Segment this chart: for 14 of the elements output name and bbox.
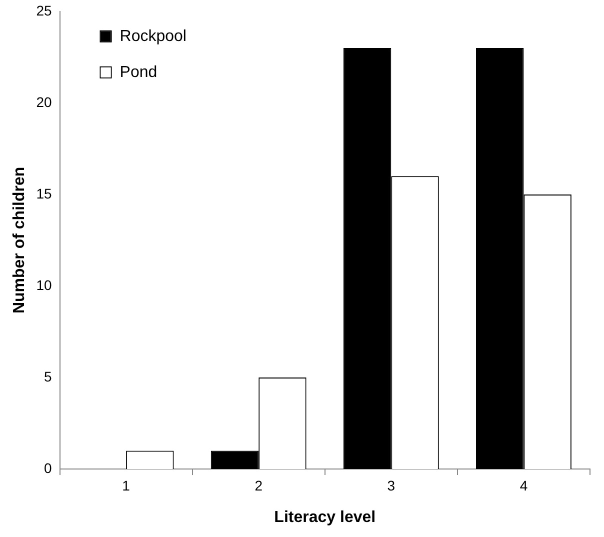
y-tick-label: 15 (36, 185, 52, 202)
x-axis-title: Literacy level (274, 508, 376, 526)
y-tick-label: 10 (36, 276, 52, 293)
y-tick-label: 25 (36, 2, 52, 18)
legend-label: Pond (120, 64, 158, 81)
x-tick-label: 2 (254, 477, 263, 494)
y-tick-label: 20 (36, 94, 52, 110)
x-tick-label: 1 (122, 477, 130, 494)
y-tick-label: 0 (44, 460, 52, 476)
x-tick-label: 4 (520, 477, 528, 494)
legend-label: Rockpool (120, 28, 186, 45)
y-tick-label: 5 (44, 368, 52, 384)
x-tick-label: 3 (387, 477, 396, 494)
y-axis-title: Number of children (11, 166, 28, 314)
